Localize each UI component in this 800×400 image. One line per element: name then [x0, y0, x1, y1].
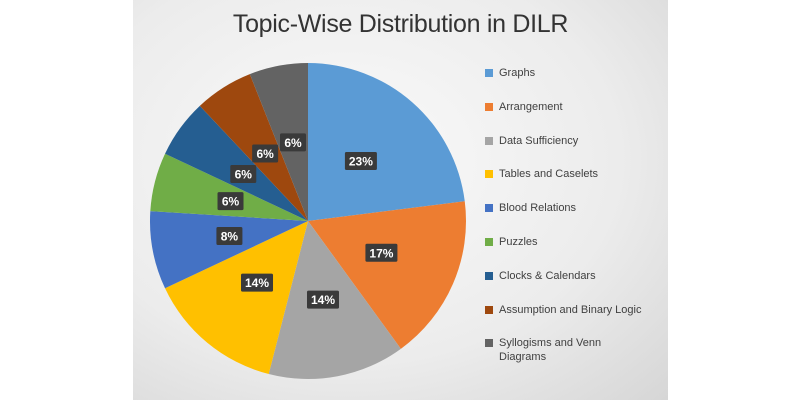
legend-swatch [485, 170, 493, 179]
legend-item: Data Sufficiency [482, 134, 578, 148]
legend-item: Arrangement [482, 100, 563, 114]
data-label-box [252, 144, 279, 163]
legend-swatch [485, 238, 493, 246]
data-label-text: 14% [311, 293, 335, 307]
data-label-text: 17% [369, 246, 393, 260]
data-label: 17% [365, 243, 398, 262]
data-label-box [280, 133, 307, 152]
data-label-text: 8% [221, 229, 239, 243]
pie-slice-arrangement [308, 201, 467, 349]
legend-label: Arrangement [499, 100, 563, 113]
data-label: 8% [216, 226, 243, 245]
pie-slice-puzzles [150, 153, 308, 221]
data-label-box [216, 226, 243, 245]
legend-swatch [485, 69, 493, 77]
legend-label: Tables and Caselets [499, 168, 599, 181]
data-label-text: 6% [235, 167, 253, 181]
legend-label: Graphs [499, 67, 536, 79]
data-label-text: 6% [284, 136, 302, 150]
pie-slice-tables-and-caselets [165, 221, 308, 375]
legend-swatch [485, 339, 493, 348]
legend-item: Tables and Caselets [482, 167, 598, 181]
legend-item: Blood Relations [482, 201, 576, 215]
legend-label: Blood Relations [499, 202, 577, 215]
data-label: 14% [306, 290, 339, 309]
data-label: 6% [280, 133, 307, 152]
data-label-text: 6% [256, 147, 274, 161]
pie-slice-blood-relations [150, 211, 308, 289]
legend-label: Clocks & Calendars [499, 269, 596, 282]
data-label-text: 6% [222, 195, 240, 209]
data-label: 6% [217, 192, 244, 211]
legend-swatch [485, 305, 493, 314]
pie-slice-syllogisms-and-venn-diagrams [249, 63, 308, 221]
data-label: 14% [241, 273, 274, 292]
legend-label: Syllogisms and Venn Diagrams [499, 337, 602, 364]
data-label-box [217, 192, 244, 211]
data-label-box [241, 273, 274, 292]
legend-label: Assumption and Binary Logic [499, 303, 642, 316]
data-label-box [365, 243, 398, 262]
pie-slice-graphs [308, 63, 465, 221]
data-label-text: 23% [349, 154, 373, 168]
chart-title: Topic-Wise Distribution in DILR [232, 10, 569, 38]
legend-label: Data Sufficiency [499, 134, 579, 147]
data-label-box [344, 151, 377, 170]
legend-swatch [485, 204, 493, 213]
legend-item: Assumption and Binary Logic [482, 303, 641, 317]
legend-swatch [485, 102, 493, 111]
legend-label: Puzzles [499, 236, 538, 248]
data-label: 6% [230, 164, 257, 183]
legend-item: Puzzles [482, 235, 538, 249]
data-label-text: 14% [245, 276, 269, 290]
data-label: 23% [344, 151, 377, 170]
legend-swatch [485, 136, 493, 145]
legend-item: Clocks & Calendars [482, 269, 596, 283]
data-label: 6% [252, 144, 279, 163]
legend-swatch [485, 271, 493, 280]
data-label-box [230, 164, 257, 183]
legend-item: Syllogisms and Venn Diagrams [482, 336, 619, 364]
legend-item: Graphs [482, 66, 535, 80]
pie-slice-clocks-calendars [165, 105, 308, 221]
data-label-box [306, 290, 339, 309]
